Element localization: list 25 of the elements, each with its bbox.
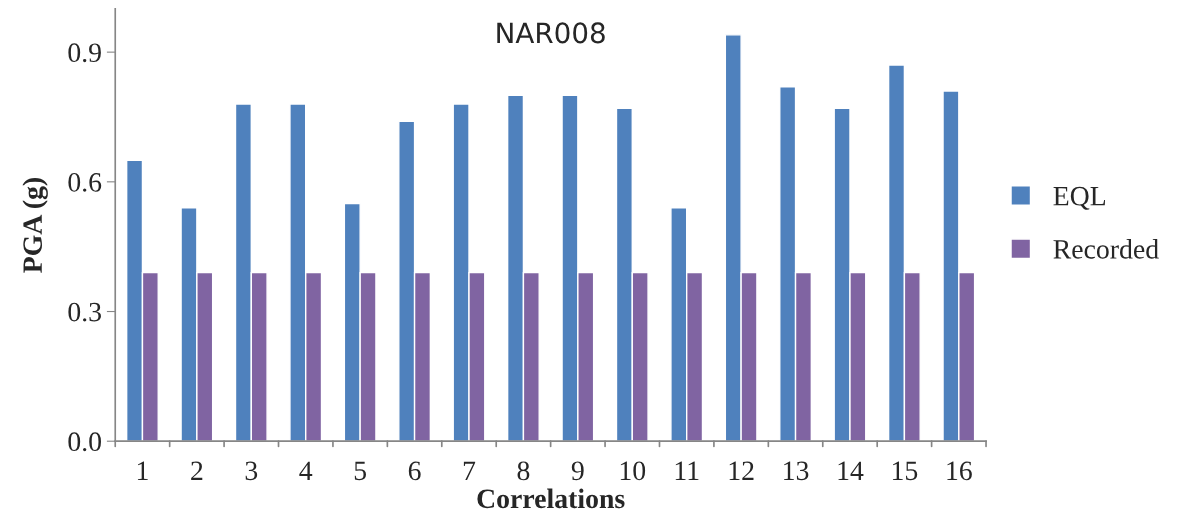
x-tick-label: 13 bbox=[784, 461, 809, 481]
y-tick-label: 0.0 bbox=[68, 432, 101, 452]
x-tick-label: 15 bbox=[892, 461, 918, 481]
x-tick-label: 9 bbox=[571, 461, 584, 481]
x-tick-label: 6 bbox=[408, 461, 421, 481]
x-tick-label: 8 bbox=[517, 461, 530, 481]
x-axis-title: Correlations bbox=[477, 488, 625, 509]
y-tick-label: 0.9 bbox=[68, 43, 101, 63]
y-tick-label: 0.3 bbox=[68, 302, 101, 322]
x-tick-label: 11 bbox=[675, 461, 699, 480]
x-tick-label: 3 bbox=[245, 461, 258, 481]
legend-label: Recorded bbox=[1053, 239, 1159, 259]
y-axis-title: PGA (g) bbox=[22, 178, 48, 273]
x-tick-label: 12 bbox=[729, 461, 754, 480]
x-tick-label: 10 bbox=[620, 461, 646, 481]
x-tick-label: 4 bbox=[299, 461, 313, 480]
x-tick-label: 16 bbox=[947, 461, 972, 481]
x-tick-label: 7 bbox=[463, 461, 476, 480]
x-tick-label: 14 bbox=[838, 461, 864, 480]
x-tick-label: 1 bbox=[137, 461, 148, 480]
y-tick-label: 0.6 bbox=[68, 172, 102, 192]
x-tick-label: 2 bbox=[191, 461, 203, 480]
x-tick-label: 5 bbox=[354, 461, 367, 481]
chart-title: NAR008 bbox=[497, 22, 605, 44]
legend-label: EQL bbox=[1053, 186, 1106, 210]
